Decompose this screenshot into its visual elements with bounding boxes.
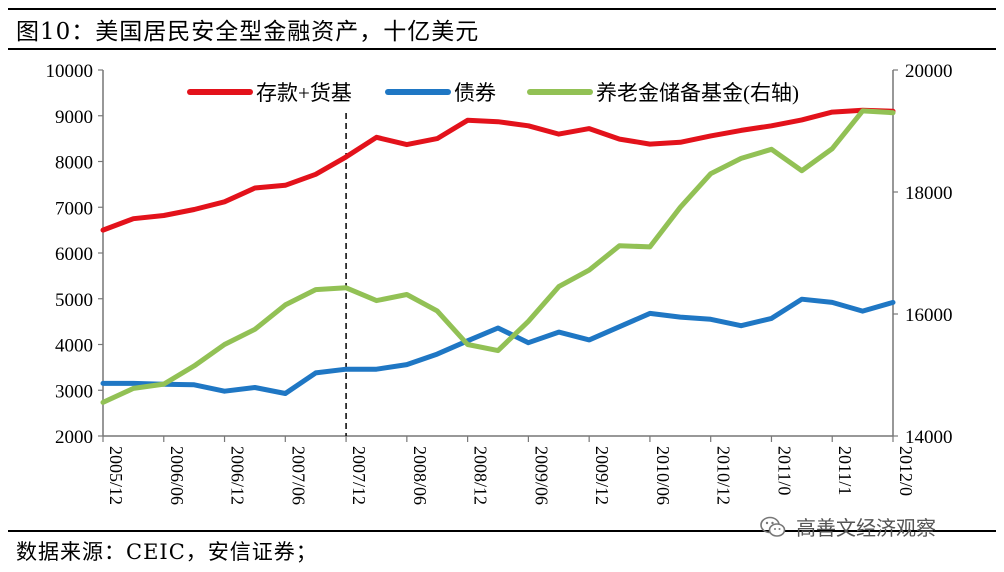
x-tick-label: 2008/06 [410,446,430,505]
x-tick-label: 2006/06 [167,446,187,505]
left-tick-label: 6000 [55,244,93,265]
right-tick-label: 18000 [905,183,953,204]
left-tick-label: 7000 [55,198,93,219]
x-tick-label: 2006/12 [228,446,248,505]
x-tick-label: 2010/12 [714,446,734,505]
series-line-2 [100,108,896,405]
x-tick-label: 2009/06 [531,446,551,505]
left-tick-label: 3000 [55,381,93,402]
source-note: 数据来源：CEIC，安信证券； [16,540,318,564]
x-tick-label: 2007/06 [288,446,308,505]
right-tick-label: 16000 [905,305,953,326]
wechat-icon [760,516,786,537]
source-rule [8,530,996,532]
x-tick-label: 2011/1 [835,446,855,495]
x-tick-label: 2012/0 [896,446,916,496]
left-tick-label: 8000 [55,153,93,174]
series-line-1 [100,296,896,396]
right-tick-label: 20000 [905,61,953,82]
legend-label-1: 债券 [454,81,496,105]
top-rule [8,8,996,10]
legend-label-0: 存款+货基 [256,81,352,105]
series-line-0 [100,107,896,233]
x-tick-label: 2005/12 [106,446,126,505]
x-tick-label: 2008/12 [471,446,491,505]
title-rule [8,48,996,50]
watermark: 高善文经济观察 [760,512,936,541]
chart-title: 图10：美国居民安全型金融资产，十亿美元 [16,19,480,45]
left-tick-label: 9000 [55,107,93,128]
left-tick-label: 5000 [55,290,93,311]
left-tick-label: 2000 [55,427,93,448]
x-tick-label: 2009/12 [592,446,612,505]
x-tick-label: 2010/06 [653,446,673,505]
legend-label-2: 养老金储备基金(右轴) [596,81,799,105]
right-tick-label: 14000 [905,427,953,448]
left-tick-label: 4000 [55,336,93,357]
watermark-text: 高善文经济观察 [796,516,936,540]
left-tick-label: 10000 [46,61,94,82]
x-tick-label: 2007/12 [349,446,369,505]
x-tick-label: 2011/0 [774,446,794,495]
